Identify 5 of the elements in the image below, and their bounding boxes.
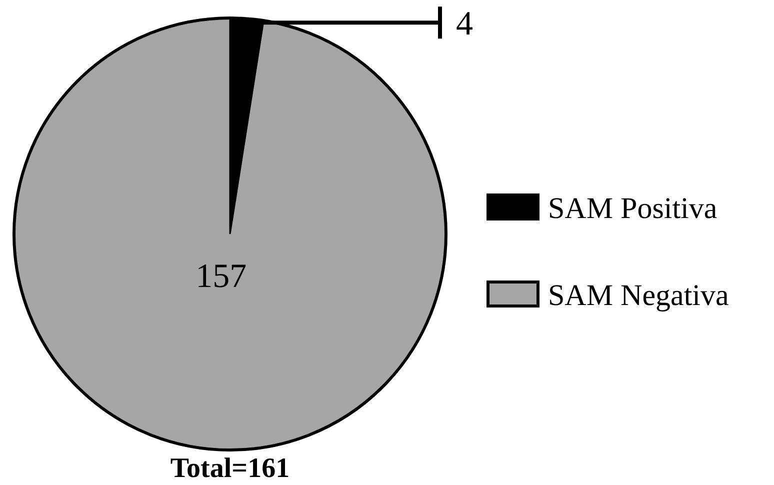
data-label: 4 — [456, 6, 473, 43]
legend-label: SAM Negativa — [548, 279, 729, 312]
text: Total=161 — [170, 453, 290, 484]
data-label: 157 — [196, 258, 247, 296]
legend-label: SAM Positiva — [548, 192, 718, 225]
